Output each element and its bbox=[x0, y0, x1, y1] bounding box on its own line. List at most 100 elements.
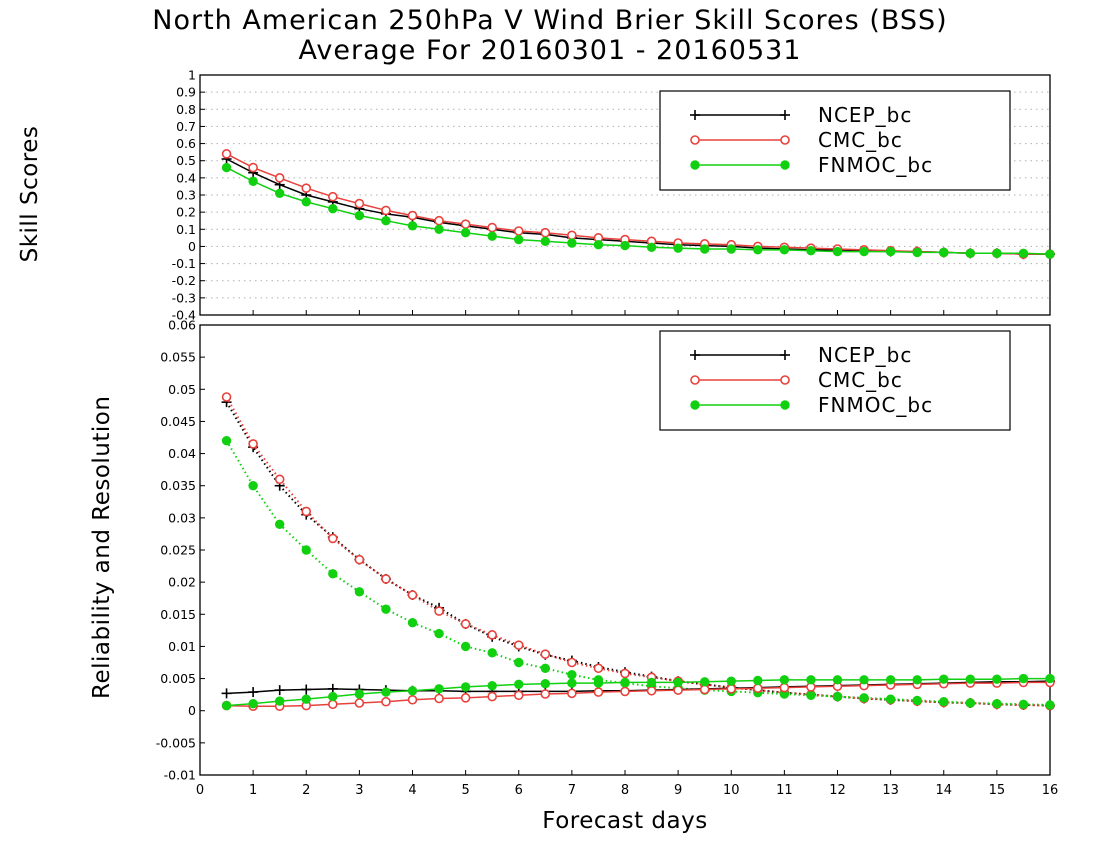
top-data-point bbox=[699, 244, 710, 254]
bottom-data-point bbox=[939, 674, 949, 684]
top-data-point bbox=[221, 149, 232, 159]
bottom-y-tick-label: 0.045 bbox=[160, 414, 196, 429]
top-data-point bbox=[540, 227, 551, 238]
bottom-data-point bbox=[779, 675, 790, 685]
bottom-data-point bbox=[487, 648, 497, 658]
bottom-data-point bbox=[434, 693, 444, 704]
bottom-data-point bbox=[540, 689, 551, 699]
bottom-data-point bbox=[487, 680, 497, 691]
bottom-legend-marker bbox=[780, 400, 790, 410]
top-data-point bbox=[859, 246, 869, 257]
bottom-data-point bbox=[965, 698, 976, 708]
chart-title: North American 250hPa V Wind Brier Skill… bbox=[152, 5, 948, 36]
top-data-point bbox=[354, 210, 365, 221]
top-legend-marker bbox=[780, 135, 790, 145]
x-tick-label: 11 bbox=[776, 783, 793, 798]
bottom-y-tick-label: 0.025 bbox=[160, 543, 196, 558]
bottom-data-point bbox=[992, 698, 1002, 709]
bottom-data-point bbox=[1045, 700, 1055, 710]
bottom-data-point bbox=[832, 691, 843, 702]
bottom-data-point bbox=[593, 663, 604, 674]
bottom-data-point bbox=[646, 677, 657, 688]
bottom-data-point bbox=[274, 696, 285, 706]
bottom-data-point bbox=[487, 691, 497, 702]
x-tick-label: 2 bbox=[302, 783, 310, 798]
top-data-point bbox=[514, 234, 524, 245]
bottom-data-point bbox=[248, 481, 258, 491]
x-tick-label: 10 bbox=[723, 783, 740, 798]
bottom-data-point bbox=[301, 694, 311, 704]
top-data-point bbox=[301, 197, 311, 207]
bottom-data-point bbox=[221, 392, 232, 402]
top-data-point bbox=[354, 198, 365, 209]
bottom-y-tick-label: 0.005 bbox=[160, 671, 196, 686]
top-y-tick-label: 0.3 bbox=[176, 188, 196, 203]
top-data-point bbox=[407, 221, 418, 231]
top-y-tick-label: -0.1 bbox=[172, 256, 196, 271]
top-data-point bbox=[381, 216, 391, 226]
top-data-point bbox=[992, 248, 1002, 258]
bottom-data-point bbox=[328, 699, 338, 710]
top-legend-label: FNMOC_bc bbox=[818, 153, 933, 177]
x-tick-label: 4 bbox=[408, 783, 416, 798]
x-tick-label: 3 bbox=[355, 783, 363, 798]
bottom-data-point bbox=[460, 693, 471, 703]
chart-subtitle: Average For 20160301 - 20160531 bbox=[298, 35, 802, 66]
bottom-data-point bbox=[885, 694, 896, 704]
top-data-point bbox=[779, 245, 790, 255]
top-data-point bbox=[567, 238, 577, 248]
top-data-point bbox=[567, 230, 577, 241]
bottom-data-point bbox=[620, 677, 630, 688]
bottom-data-point bbox=[779, 682, 790, 693]
bottom-data-point bbox=[487, 630, 497, 640]
bottom-legend-marker bbox=[690, 375, 700, 385]
bottom-series-line bbox=[225, 401, 1051, 707]
top-data-point bbox=[434, 215, 444, 226]
top-legend-label: CMC_bc bbox=[818, 128, 903, 152]
bottom-data-point bbox=[354, 587, 365, 597]
bottom-data-point bbox=[540, 663, 551, 673]
bottom-data-point bbox=[407, 617, 418, 628]
bottom-data-point bbox=[806, 690, 816, 700]
bottom-data-point bbox=[221, 700, 232, 711]
x-tick-label: 12 bbox=[829, 783, 846, 798]
bottom-data-point bbox=[567, 678, 577, 688]
x-tick-label: 5 bbox=[461, 783, 469, 798]
top-data-point bbox=[540, 236, 551, 246]
bottom-data-point bbox=[806, 675, 816, 685]
top-data-point bbox=[620, 240, 630, 251]
bottom-y-tick-label: 0 bbox=[188, 703, 196, 718]
bottom-y-tick-label: -0.005 bbox=[156, 735, 196, 750]
top-data-point bbox=[1045, 249, 1055, 259]
top-data-point bbox=[460, 228, 471, 238]
top-data-point bbox=[274, 188, 285, 198]
top-y-tick-label: 0.2 bbox=[176, 205, 196, 220]
bottom-data-point bbox=[832, 675, 843, 685]
bottom-data-point bbox=[328, 691, 338, 702]
bottom-y-tick-label: 0.035 bbox=[160, 478, 196, 493]
top-data-point bbox=[274, 173, 285, 183]
top-data-point bbox=[1018, 248, 1029, 258]
bottom-data-point bbox=[753, 683, 763, 694]
top-data-point bbox=[885, 246, 896, 257]
bottom-data-point bbox=[434, 628, 444, 639]
bottom-y-tick-label: 0.06 bbox=[168, 318, 196, 333]
bottom-data-point bbox=[460, 682, 471, 692]
bottom-data-point bbox=[407, 686, 418, 696]
bottom-data-point bbox=[221, 436, 232, 446]
top-data-point bbox=[753, 245, 763, 255]
bottom-data-point bbox=[992, 674, 1002, 684]
bottom-legend-marker bbox=[690, 400, 700, 410]
bottom-data-point bbox=[726, 684, 737, 694]
bottom-y-tick-label: 0.03 bbox=[168, 510, 196, 525]
bottom-y-tick-label: 0.015 bbox=[160, 607, 196, 622]
bottom-y-tick-label: 0.02 bbox=[168, 575, 196, 590]
bottom-data-point bbox=[301, 506, 312, 517]
bottom-data-point bbox=[699, 677, 710, 687]
top-y-tick-label: 1 bbox=[188, 68, 196, 83]
top-series-fnmoc-bc-solid bbox=[221, 162, 1055, 259]
bottom-data-point bbox=[274, 474, 285, 485]
bottom-data-point bbox=[1045, 673, 1055, 684]
x-tick-label: 7 bbox=[568, 783, 576, 798]
